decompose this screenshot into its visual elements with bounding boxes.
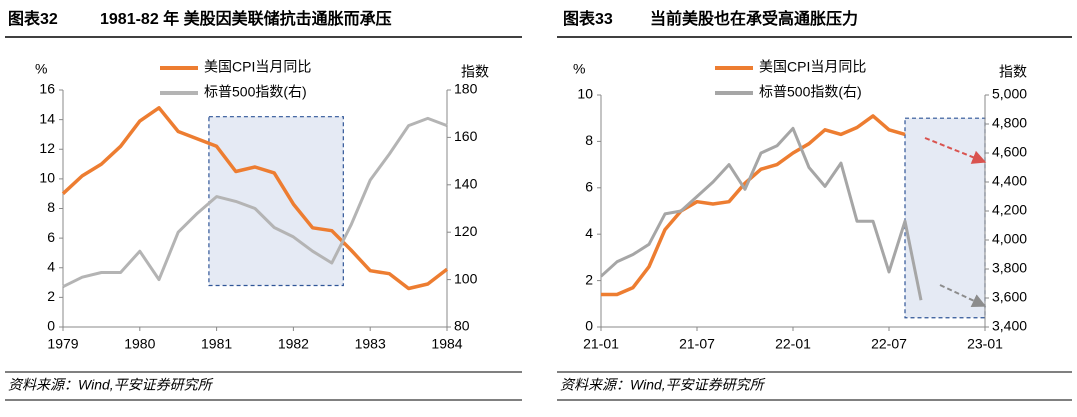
y-tick-label: 10	[39, 170, 55, 186]
x-tick-label: 1981	[201, 336, 232, 352]
legend-label: 美国CPI当月同比	[759, 59, 866, 75]
y-tick-label: 10	[577, 86, 593, 102]
y-unit: %	[35, 61, 47, 77]
y2-tick-label: 180	[454, 81, 478, 97]
legend-label: 标普500指数(右)	[204, 84, 307, 100]
y-tick-label: 8	[585, 132, 593, 148]
x-tick-label: 1980	[124, 336, 155, 352]
y2-tick-label: 5,000	[992, 86, 1027, 102]
y2-tick-label: 80	[454, 318, 470, 334]
series-line	[61, 106, 449, 291]
x-tick-label: 1979	[47, 336, 78, 352]
y-tick-label: 2	[47, 288, 55, 304]
x-tick-label: 21-07	[679, 336, 715, 352]
figure-label: 图表33	[563, 9, 613, 28]
y2-tick-label: 4,600	[992, 144, 1027, 160]
x-tick-label: 21-01	[583, 336, 619, 352]
y2-tick-label: 4,000	[992, 231, 1027, 247]
y-tick-label: 4	[585, 225, 593, 241]
source-note: 资料来源：Wind,平安证券研究所	[8, 377, 214, 393]
x-tick-label: 22-07	[871, 336, 907, 352]
x-tick-label: 1982	[278, 336, 309, 352]
y-unit: %	[573, 61, 585, 77]
series-line	[599, 126, 923, 301]
legend-label: 美国CPI当月同比	[204, 59, 311, 75]
legend-label: 标普500指数(右)	[759, 84, 862, 100]
y2-tick-label: 160	[454, 128, 478, 144]
series-line	[601, 114, 906, 297]
x-tick-label: 22-01	[775, 336, 811, 352]
y2-tick-label: 3,600	[992, 289, 1027, 305]
y2-tick-label: 3,400	[992, 318, 1027, 334]
y-tick-label: 14	[39, 110, 55, 126]
y2-tick-label: 3,800	[992, 260, 1027, 276]
trend-arrow	[939, 284, 987, 308]
y-tick-label: 4	[47, 258, 55, 274]
y-tick-label: 0	[47, 318, 55, 334]
y-tick-label: 2	[585, 271, 593, 287]
y2-tick-label: 4,800	[992, 115, 1027, 131]
y-tick-label: 8	[47, 199, 55, 215]
y2-tick-label: 140	[454, 176, 478, 192]
plots: 图表32 1981-82 年 美股因美联储抗击通胀而承压资料来源：Wind,平安证…	[8, 9, 1027, 392]
figure-label: 图表32	[8, 9, 58, 28]
trend-arrow	[924, 137, 987, 164]
series-line	[62, 116, 448, 289]
chart-title: 当前美股也在承受高通胀压力	[650, 9, 858, 28]
x-tick-label: 1984	[431, 336, 462, 352]
source-note: 资料来源：Wind,平安证券研究所	[560, 377, 766, 393]
y2-unit: 指数	[461, 64, 489, 80]
y2-tick-label: 120	[454, 223, 478, 239]
y-tick-label: 0	[585, 318, 593, 334]
chart-title: 1981-82 年 美股因美联储抗击通胀而承压	[100, 9, 392, 28]
y2-tick-label: 4,200	[992, 202, 1027, 218]
x-tick-label: 1983	[355, 336, 386, 352]
y2-tick-label: 100	[454, 270, 478, 286]
y2-unit: 指数	[999, 64, 1027, 80]
y-tick-label: 6	[47, 229, 55, 245]
y-tick-label: 12	[39, 140, 55, 156]
y2-tick-label: 4,400	[992, 173, 1027, 189]
y-tick-label: 16	[39, 81, 55, 97]
x-tick-label: 23-01	[967, 336, 1003, 352]
y-tick-label: 6	[585, 179, 593, 195]
